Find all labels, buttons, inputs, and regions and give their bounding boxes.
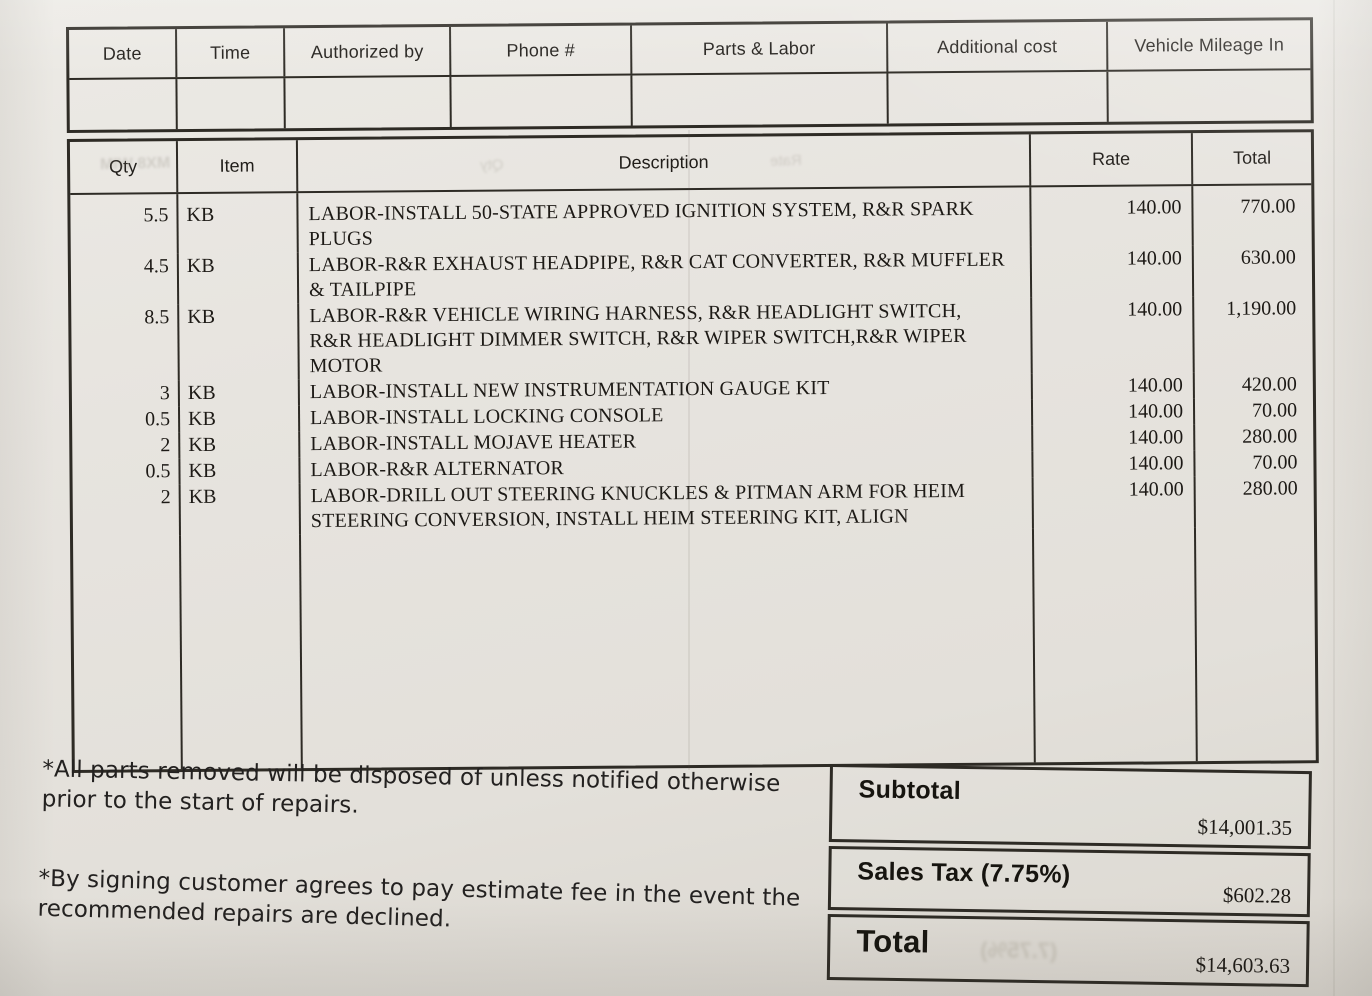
subtotal-box: Subtotal $14,001.35	[828, 764, 1312, 850]
total-value: $14,603.63	[1195, 952, 1291, 978]
item-qty: 4.5	[70, 253, 180, 305]
column-header-qty: Qty	[69, 141, 179, 193]
column-header-total: Total	[1232, 147, 1272, 168]
item-rate: 140.00	[1031, 186, 1194, 247]
sales-tax-label: Sales Tax (7.75%)	[857, 857, 1071, 889]
table-row: 8.5 KB LABOR-R&R VEHICLE WIRING HARNESS,…	[71, 295, 1313, 381]
item-total: 280.00	[1242, 477, 1298, 500]
vehicle-mileage-field	[1108, 70, 1310, 122]
sales-tax-value: $602.28	[1222, 882, 1292, 908]
authorization-header-row: Date Time Authorized by Phone # Parts & …	[69, 20, 1310, 78]
additional-cost-field	[888, 71, 1109, 124]
subtotal-value: $14,001.35	[1197, 814, 1293, 840]
item-rate: 140.00	[1033, 476, 1196, 529]
total-box: Total (7.75%) $14,603.63	[826, 913, 1310, 988]
item-qty: 2	[72, 432, 181, 459]
column-header-description: Description	[297, 134, 1032, 192]
item-qty: 8.5	[71, 304, 180, 381]
subtotal-label: Subtotal	[858, 775, 962, 805]
phone-field	[451, 75, 633, 127]
item-total: 420.00	[1241, 373, 1297, 396]
item-rate: 140.00	[1033, 450, 1196, 478]
item-code: KB	[179, 405, 301, 433]
item-qty: 2	[72, 484, 181, 536]
item-total: 70.00	[1252, 451, 1298, 474]
item-rate: 140.00	[1032, 372, 1195, 400]
authorization-table: Date Time Authorized by Phone # Parts & …	[66, 17, 1314, 133]
item-description: LABOR-R&R EXHAUST HEADPIPE, R&R CAT CONV…	[298, 246, 1033, 304]
item-description: LABOR-INSTALL 50-STATE APPROVED IGNITION…	[298, 187, 1032, 253]
item-code: KB	[179, 379, 300, 407]
table-row: 5.5 KB LABOR-INSTALL 50-STATE APPROVED I…	[70, 185, 1311, 254]
disclaimer-parts-disposal: *All parts removed will be disposed of u…	[41, 756, 781, 819]
item-total: 280.00	[1242, 425, 1298, 448]
date-field	[69, 79, 178, 130]
column-header-item: Item	[177, 140, 299, 193]
item-qty: 3	[71, 380, 180, 407]
item-qty: 0.5	[71, 406, 181, 433]
items-body: 5.5 KB LABOR-INSTALL 50-STATE APPROVED I…	[70, 185, 1315, 770]
item-description: LABOR-DRILL OUT STEERING KNUCKLES & PITM…	[300, 477, 1034, 535]
disclaimer-estimate-fee: *By signing customer agrees to pay estim…	[37, 865, 801, 933]
column-header-additional-cost: Additional cost	[887, 21, 1109, 72]
authorized-by-field	[285, 76, 452, 129]
time-field	[177, 78, 286, 130]
items-empty-space	[72, 526, 1316, 770]
column-header-date: Date	[69, 29, 178, 78]
column-header-parts-labor: Parts & Labor	[632, 23, 889, 74]
item-rate: 140.00	[1031, 245, 1195, 298]
item-code: KB	[178, 193, 299, 254]
line-items-table: MX8 WIM Rate Qty Qty Item Description Ra…	[66, 129, 1319, 773]
totals-section: Subtotal $14,001.35 Sales Tax (7.75%) $6…	[826, 764, 1312, 991]
item-code: KB	[180, 483, 301, 536]
estimate-sheet-upper: Date Time Authorized by Phone # Parts & …	[66, 17, 1319, 773]
parts-labor-field	[632, 73, 889, 126]
item-description: LABOR-R&R VEHICLE WIRING HARNESS, R&R HE…	[299, 297, 1033, 380]
column-header-authorized-by: Authorized by	[285, 26, 452, 77]
sales-tax-box: Sales Tax (7.75%) $602.28	[827, 845, 1311, 918]
item-code: KB	[180, 457, 301, 485]
item-total: 770.00	[1240, 195, 1296, 218]
bleed-through-artifact: (7.75%)	[980, 937, 1058, 964]
total-label: Total	[856, 923, 930, 960]
item-rate: 140.00	[1032, 398, 1196, 426]
item-total: 70.00	[1251, 399, 1298, 422]
column-header-time: Time	[177, 28, 286, 78]
items-header-row: Qty Item Description Rate Total	[69, 132, 1312, 195]
authorization-entry-row	[69, 68, 1311, 130]
item-rate: 140.00	[1033, 424, 1196, 452]
estimate-footer: *All parts removed will be disposed of u…	[0, 756, 1372, 996]
item-qty: 0.5	[72, 458, 181, 485]
column-header-rate: Rate	[1030, 133, 1194, 186]
item-code: KB	[179, 303, 300, 381]
item-code: KB	[178, 252, 300, 305]
item-total: 630.00	[1240, 246, 1296, 269]
item-rate: 140.00	[1032, 296, 1195, 374]
column-header-vehicle-mileage: Vehicle Mileage In	[1134, 33, 1285, 56]
column-header-phone: Phone #	[451, 25, 633, 75]
item-code: KB	[180, 431, 301, 459]
item-qty: 5.5	[70, 194, 179, 254]
item-total: 1,190.00	[1226, 297, 1297, 320]
